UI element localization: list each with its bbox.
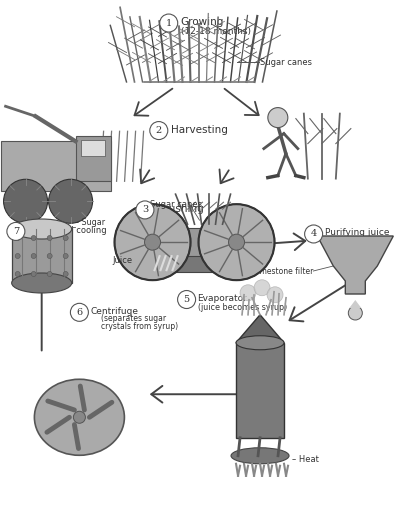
Ellipse shape xyxy=(12,219,72,239)
Circle shape xyxy=(31,253,36,259)
Text: 6: 6 xyxy=(76,308,83,317)
Circle shape xyxy=(160,14,178,32)
Text: Sugar canes: Sugar canes xyxy=(150,200,202,209)
Circle shape xyxy=(229,234,245,250)
Circle shape xyxy=(7,222,25,241)
Circle shape xyxy=(15,253,20,259)
Circle shape xyxy=(114,204,191,280)
Text: crystals from syrup): crystals from syrup) xyxy=(101,323,179,331)
Circle shape xyxy=(177,290,196,309)
Circle shape xyxy=(73,411,85,423)
Text: 7: 7 xyxy=(13,227,19,236)
Circle shape xyxy=(48,179,93,223)
Bar xyxy=(143,256,247,272)
FancyBboxPatch shape xyxy=(0,141,111,191)
Circle shape xyxy=(4,179,48,223)
Polygon shape xyxy=(349,300,361,308)
Circle shape xyxy=(47,253,52,259)
Circle shape xyxy=(267,287,283,303)
Ellipse shape xyxy=(236,336,284,350)
Circle shape xyxy=(63,236,68,241)
Circle shape xyxy=(348,306,362,320)
Circle shape xyxy=(240,285,256,301)
Text: Juice: Juice xyxy=(112,255,133,265)
Text: Harvesting: Harvesting xyxy=(171,124,227,135)
Circle shape xyxy=(15,271,20,276)
Text: Drying and cooling: Drying and cooling xyxy=(27,226,106,235)
Text: 4: 4 xyxy=(310,229,317,239)
Circle shape xyxy=(15,236,20,241)
Ellipse shape xyxy=(12,273,72,293)
Text: Centrifuge: Centrifuge xyxy=(91,307,139,316)
Bar xyxy=(75,136,111,181)
Circle shape xyxy=(70,303,89,322)
Circle shape xyxy=(268,108,288,127)
Text: Evaporator: Evaporator xyxy=(198,294,247,303)
Circle shape xyxy=(150,121,168,140)
Bar xyxy=(236,343,284,438)
Text: Sugar canes: Sugar canes xyxy=(260,58,312,67)
Circle shape xyxy=(304,225,323,243)
Ellipse shape xyxy=(231,448,289,464)
Text: 2: 2 xyxy=(156,126,162,135)
Bar xyxy=(81,140,104,156)
Text: (12-18 months): (12-18 months) xyxy=(181,27,251,35)
Circle shape xyxy=(31,271,36,276)
Text: – Heat: – Heat xyxy=(292,455,319,464)
Text: – Sugar: – Sugar xyxy=(75,218,105,227)
Text: 1: 1 xyxy=(166,18,172,28)
Text: 5: 5 xyxy=(183,295,190,304)
Circle shape xyxy=(136,201,154,219)
Circle shape xyxy=(63,253,68,259)
Text: 3: 3 xyxy=(142,205,148,215)
Bar xyxy=(12,228,72,283)
Bar xyxy=(152,228,237,258)
Text: (juice becomes syrup): (juice becomes syrup) xyxy=(198,303,287,312)
Circle shape xyxy=(63,271,68,276)
Text: Growing: Growing xyxy=(181,17,224,27)
Text: (separates sugar: (separates sugar xyxy=(101,314,166,323)
Circle shape xyxy=(31,236,36,241)
Circle shape xyxy=(254,280,270,296)
Circle shape xyxy=(47,236,52,241)
Polygon shape xyxy=(317,236,393,294)
Polygon shape xyxy=(236,315,284,343)
Circle shape xyxy=(47,271,52,276)
Text: Purifying juice: Purifying juice xyxy=(325,228,389,238)
Text: Crushing: Crushing xyxy=(157,204,204,214)
Text: Limestone filter: Limestone filter xyxy=(253,267,313,275)
Circle shape xyxy=(198,204,275,280)
Ellipse shape xyxy=(35,379,124,455)
Circle shape xyxy=(145,234,160,250)
